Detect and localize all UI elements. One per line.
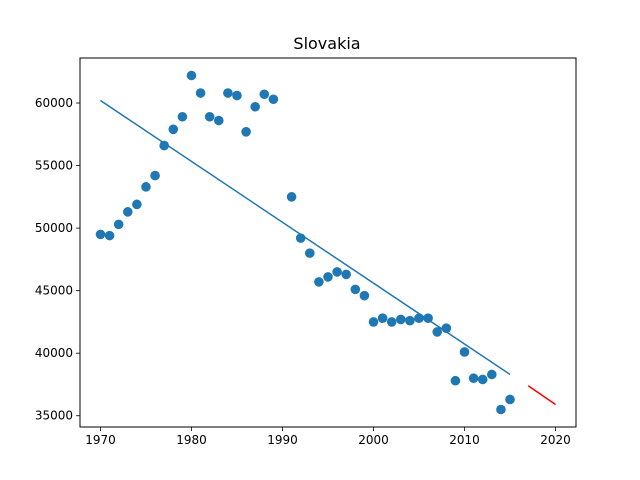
x-tick-label: 2010 <box>449 433 480 447</box>
data-point <box>141 182 151 192</box>
data-point <box>104 230 115 241</box>
data-point <box>323 272 333 282</box>
data-point <box>113 219 124 230</box>
data-point <box>505 394 515 405</box>
data-point <box>223 88 233 98</box>
x-tick-label: 2000 <box>358 433 389 447</box>
y-tick-label: 50000 <box>35 221 73 235</box>
data-point <box>314 277 324 287</box>
x-axis: 1970 1980 1990 2000 2010 2020 <box>85 427 571 447</box>
data-point <box>341 269 352 280</box>
data-point <box>459 347 470 357</box>
data-point <box>168 124 179 135</box>
data-point <box>477 374 488 385</box>
data-point <box>250 101 260 112</box>
y-axis: 35000 40000 45000 50000 55000 60000 <box>35 96 80 423</box>
y-tick-label: 55000 <box>35 159 73 173</box>
data-point <box>286 192 297 202</box>
trend-line <box>100 99 511 376</box>
data-point <box>359 290 370 301</box>
y-tick-label: 35000 <box>35 409 73 423</box>
data-point <box>204 111 215 122</box>
y-tick-label: 40000 <box>35 346 73 360</box>
data-point <box>159 140 169 151</box>
data-point <box>487 369 497 380</box>
y-tick-label: 45000 <box>35 284 73 298</box>
chart-title: Slovakia <box>293 34 360 53</box>
y-tick-label: 60000 <box>35 96 73 110</box>
axes-frame <box>79 57 577 428</box>
data-point <box>350 284 361 295</box>
data-point <box>450 375 461 386</box>
data-point <box>368 317 379 327</box>
data-point <box>332 267 342 277</box>
data-point <box>150 170 160 181</box>
data-point <box>396 314 406 325</box>
data-point <box>132 199 142 210</box>
data-point <box>304 248 315 258</box>
data-point <box>186 70 197 81</box>
x-tick-label: 1980 <box>176 433 207 447</box>
data-point <box>177 111 188 122</box>
data-point <box>122 207 133 217</box>
projection-line <box>527 385 556 406</box>
plot-area <box>95 70 556 415</box>
x-tick-label: 1970 <box>85 433 116 447</box>
data-point <box>232 90 242 101</box>
data-point <box>259 89 270 100</box>
data-point <box>432 327 443 337</box>
data-point <box>195 88 206 98</box>
data-point <box>414 313 424 323</box>
x-tick-label: 1990 <box>267 433 298 447</box>
x-tick-label: 2020 <box>540 433 571 447</box>
data-point <box>468 373 479 384</box>
data-point <box>386 317 397 327</box>
data-point <box>95 229 106 240</box>
data-point <box>241 127 251 137</box>
data-point <box>268 94 279 105</box>
data-point <box>405 315 415 326</box>
data-point <box>496 404 506 415</box>
data-point <box>377 313 388 323</box>
data-point <box>213 115 224 126</box>
